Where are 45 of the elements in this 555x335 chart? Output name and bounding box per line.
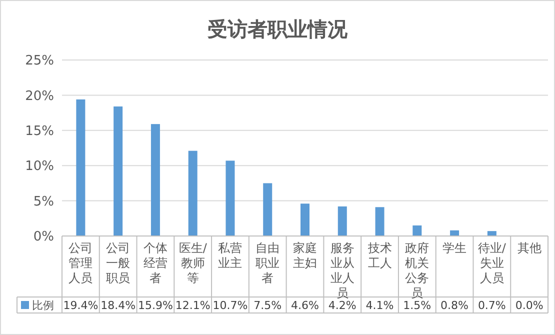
bar	[263, 183, 272, 236]
data-label: 10.7%	[212, 298, 248, 312]
legend-label: 比例	[32, 298, 54, 312]
bar	[487, 231, 496, 236]
data-label: 12.1%	[175, 298, 210, 312]
x-tick-label: 个体经营者	[143, 241, 168, 285]
data-label: 0.7%	[478, 298, 506, 312]
data-label: 0.0%	[515, 298, 544, 312]
x-tick-label: 私营业主	[218, 241, 242, 270]
bar	[338, 206, 347, 236]
bar	[412, 225, 422, 236]
y-tick-label: 25%	[25, 54, 54, 69]
bar	[226, 160, 235, 236]
chart-title: 受访者职业情况	[208, 17, 348, 41]
y-tick-label: 20%	[25, 88, 54, 104]
x-tick-label: 待业/失业人员	[478, 241, 507, 285]
data-label: 4.6%	[291, 298, 319, 312]
bar	[76, 99, 86, 236]
bar	[188, 150, 198, 236]
x-tick-label: 家庭主妇	[293, 241, 317, 270]
data-label: 15.9%	[138, 298, 173, 312]
x-tick-label: 自由职业者	[256, 241, 280, 285]
data-label: 7.5%	[254, 298, 282, 312]
bar	[150, 124, 160, 236]
x-tick-label: 学生	[442, 241, 467, 255]
data-label: 19.4%	[63, 298, 98, 312]
y-tick-label: 15%	[25, 124, 54, 139]
x-tick-label: 服务业从业人员	[330, 241, 354, 300]
x-tick-label: 公司管理人员	[68, 241, 93, 285]
y-tick-label: 0%	[33, 230, 54, 245]
y-tick-label: 10%	[25, 159, 54, 174]
x-tick-label: 技术工人	[366, 241, 392, 270]
x-tick-label: 其他	[517, 241, 542, 255]
bar	[375, 207, 384, 236]
data-label: 1.5%	[403, 298, 432, 312]
y-tick-label: 5%	[33, 194, 54, 210]
data-label: 4.1%	[366, 298, 394, 312]
x-tick-label: 政府机关公务员	[405, 241, 430, 300]
x-tick-label: 医生/教师等	[178, 241, 208, 285]
x-tick-label: 公司一般职员	[106, 241, 130, 285]
data-label: 0.8%	[440, 298, 469, 312]
data-label: 18.4%	[100, 298, 136, 312]
bar	[114, 106, 123, 236]
data-label: 4.2%	[328, 298, 356, 312]
bar	[300, 204, 310, 236]
